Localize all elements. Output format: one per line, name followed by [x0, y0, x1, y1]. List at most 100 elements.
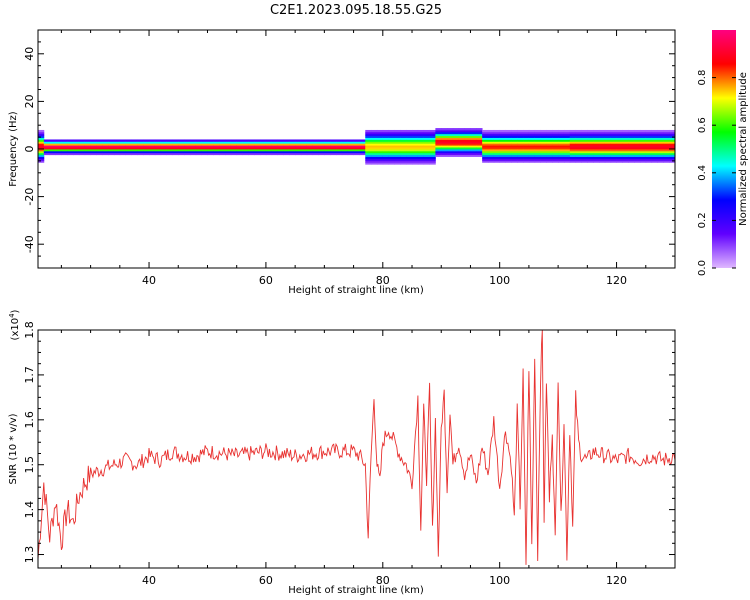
heatmap-cell — [412, 149, 419, 152]
heatmap-cell — [254, 150, 261, 154]
heatmap-cell — [663, 150, 670, 154]
heatmap-cell — [558, 152, 565, 156]
heatmap-cell — [505, 156, 512, 159]
heatmap-cell — [365, 145, 372, 148]
heatmap-cell — [575, 154, 582, 158]
heatmap-cell — [207, 147, 214, 150]
heatmap-cell — [657, 158, 664, 161]
heatmap-cell — [271, 141, 278, 144]
heatmap-cell — [540, 131, 547, 135]
heatmap-cell — [417, 149, 425, 152]
y-tick-label: 40 — [23, 47, 36, 61]
heatmap-cell — [645, 158, 653, 161]
heatmap-cell — [546, 129, 553, 133]
heatmap-cell — [622, 143, 629, 146]
heatmap-cell — [634, 154, 641, 158]
heatmap-cell — [90, 145, 97, 148]
heatmap-cell — [505, 143, 512, 146]
heatmap-cell — [482, 152, 489, 156]
heatmap-cell — [639, 156, 647, 159]
heatmap-cell — [599, 137, 606, 140]
heatmap-cell — [78, 149, 86, 152]
heatmap-cell — [382, 141, 390, 144]
heatmap-cell — [610, 152, 617, 156]
heatmap-cell — [49, 149, 56, 152]
heatmap-cell — [575, 133, 582, 137]
heatmap-cell — [406, 145, 413, 148]
heatmap-cell — [376, 137, 384, 140]
heatmap-cell — [528, 141, 536, 144]
heatmap-cell — [306, 141, 314, 144]
heatmap-cell — [505, 145, 512, 148]
heatmap-cell — [604, 141, 612, 144]
heatmap-cell — [43, 147, 51, 150]
heatmap-cell — [628, 131, 635, 135]
heatmap-cell — [149, 150, 156, 154]
heatmap-cell — [219, 152, 226, 156]
heatmap-cell — [546, 154, 553, 158]
heatmap-cell — [300, 149, 308, 152]
heatmap-cell — [464, 149, 471, 152]
heatmap-cell — [441, 135, 448, 138]
heatmap-cell — [178, 141, 185, 144]
heatmap-cell — [382, 135, 390, 138]
heatmap-cell — [587, 135, 594, 138]
heatmap-cell — [634, 145, 641, 148]
heatmap-cell — [610, 131, 617, 135]
heatmap-cell — [388, 139, 395, 142]
heatmap-cell — [628, 129, 635, 133]
heatmap-cell — [569, 160, 577, 163]
heatmap-cell — [119, 141, 127, 144]
heatmap-cell — [400, 133, 407, 137]
heatmap-cell — [324, 149, 331, 152]
heatmap-cell — [143, 145, 150, 148]
heatmap-cell — [505, 158, 512, 161]
heatmap-cell — [330, 150, 337, 154]
heatmap-cell — [108, 141, 115, 144]
heatmap-cell — [628, 133, 635, 137]
heatmap-cell — [458, 137, 466, 140]
heatmap-cell — [487, 135, 495, 138]
figure-title: C2E1.2023.095.18.55.G25 — [270, 3, 442, 18]
heatmap-cell — [616, 147, 623, 150]
snr-y-label: SNR (10 * v/v) — [8, 413, 19, 484]
heatmap-cell — [593, 141, 600, 144]
heatmap-cell — [347, 145, 354, 148]
heatmap-cell — [406, 154, 413, 158]
heatmap-cell — [639, 131, 647, 135]
heatmap-cell — [558, 135, 565, 138]
heatmap-cell — [394, 143, 401, 146]
heatmap-cell — [336, 139, 343, 142]
heatmap-cell — [645, 131, 653, 135]
heatmap-cell — [569, 137, 577, 140]
heatmap-cell — [476, 131, 483, 135]
heatmap-cell — [312, 149, 319, 152]
heatmap-cell — [634, 156, 641, 159]
heatmap-cell — [61, 150, 68, 154]
heatmap-cell — [154, 141, 162, 144]
heatmap-cell — [38, 158, 45, 161]
heatmap-cell — [219, 145, 226, 148]
heatmap-cell — [528, 152, 536, 156]
heatmap-cell — [306, 150, 314, 154]
colorbar-label: Normalized spectral amplitude — [738, 72, 749, 226]
heatmap-cell — [300, 150, 308, 154]
heatmap-cell — [575, 150, 582, 154]
heatmap-cell — [622, 139, 629, 142]
heatmap-cell — [511, 133, 518, 137]
heatmap-cell — [593, 150, 600, 154]
heatmap-cell — [412, 145, 419, 148]
heatmap-cell — [441, 131, 448, 135]
heatmap-cell — [669, 137, 676, 140]
heatmap-cell — [49, 150, 56, 154]
heatmap-cell — [336, 141, 343, 144]
heatmap-cell — [166, 149, 173, 152]
heatmap-cell — [493, 139, 501, 142]
heatmap-cell — [382, 139, 390, 142]
heatmap-cell — [289, 149, 296, 152]
heatmap-cell — [499, 141, 506, 144]
heatmap-cell — [517, 129, 524, 133]
heatmap-cell — [493, 141, 501, 144]
heatmap-cell — [382, 129, 390, 133]
heatmap-cell — [464, 135, 471, 138]
